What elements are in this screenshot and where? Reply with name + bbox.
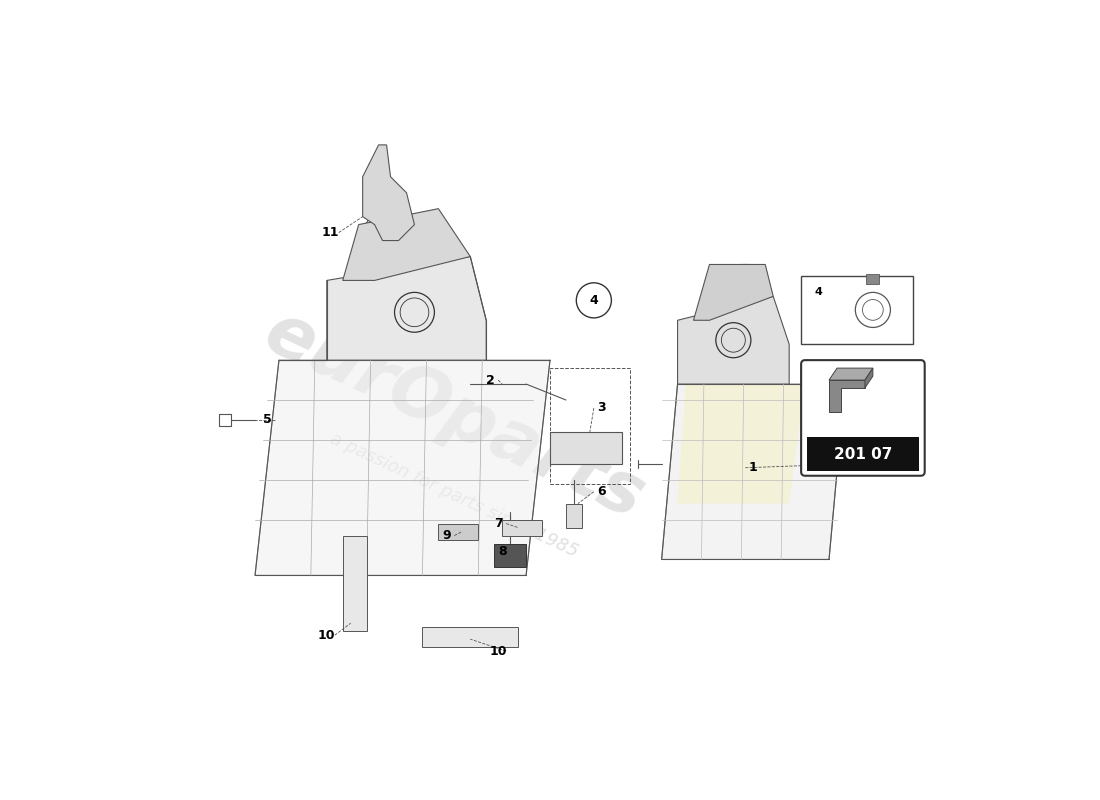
Text: 7: 7 <box>494 517 503 530</box>
FancyBboxPatch shape <box>343 535 366 631</box>
Text: 9: 9 <box>442 529 451 542</box>
Polygon shape <box>693 265 773 320</box>
Polygon shape <box>678 384 805 504</box>
Polygon shape <box>865 368 873 388</box>
Text: 4: 4 <box>590 294 598 307</box>
Text: 2: 2 <box>486 374 495 386</box>
FancyBboxPatch shape <box>422 627 518 647</box>
Text: a passion for parts since 1985: a passion for parts since 1985 <box>328 430 581 562</box>
FancyBboxPatch shape <box>806 438 920 471</box>
Polygon shape <box>363 145 415 241</box>
Text: 10: 10 <box>490 645 507 658</box>
FancyBboxPatch shape <box>867 274 879 284</box>
Polygon shape <box>678 296 789 384</box>
Text: 5: 5 <box>263 414 272 426</box>
Text: 11: 11 <box>322 226 340 239</box>
Text: 3: 3 <box>597 402 606 414</box>
Polygon shape <box>343 209 471 281</box>
Polygon shape <box>494 543 526 567</box>
Polygon shape <box>829 380 865 412</box>
Polygon shape <box>661 384 845 559</box>
Text: 1: 1 <box>749 462 758 474</box>
FancyBboxPatch shape <box>801 360 925 476</box>
Polygon shape <box>565 504 582 527</box>
Text: 4: 4 <box>815 286 823 297</box>
Text: eurOparts: eurOparts <box>253 298 656 534</box>
FancyBboxPatch shape <box>550 432 622 464</box>
Text: 8: 8 <box>498 545 506 558</box>
Polygon shape <box>503 519 542 535</box>
Polygon shape <box>327 257 486 360</box>
Text: 10: 10 <box>318 629 336 642</box>
Text: 201 07: 201 07 <box>834 446 892 462</box>
Polygon shape <box>829 368 873 380</box>
FancyBboxPatch shape <box>801 277 913 344</box>
Text: 6: 6 <box>597 485 606 498</box>
Polygon shape <box>439 523 478 539</box>
Polygon shape <box>255 360 550 575</box>
